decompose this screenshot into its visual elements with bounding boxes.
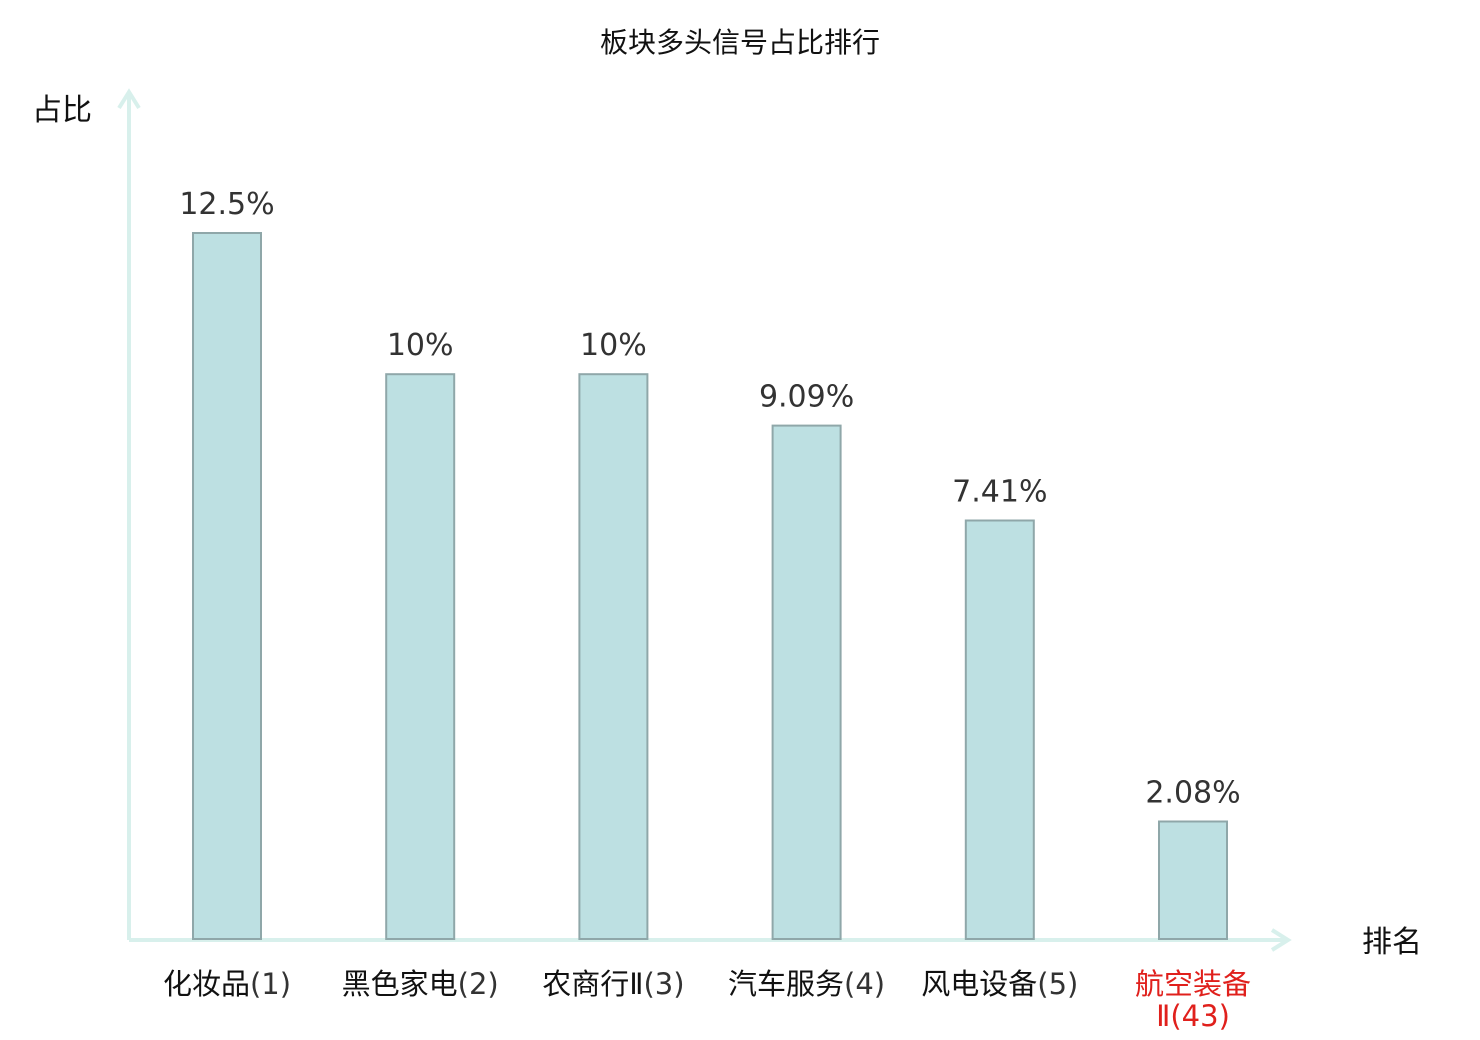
category-label: 黑色家电(2) — [342, 967, 499, 1001]
category-label: 化妆品(1) — [163, 967, 291, 1001]
bar-value-label: 7.41% — [952, 475, 1047, 510]
y-axis-arrow-icon — [117, 88, 141, 110]
category-name: 黑色家电 — [342, 967, 458, 1001]
bar — [1158, 820, 1228, 940]
category-rank: (2) — [458, 967, 499, 1001]
category-label: 汽车服务(4) — [728, 967, 885, 1001]
bar — [578, 373, 649, 940]
chart-title: 板块多头信号占比排行 — [600, 26, 880, 59]
category-rank: (3) — [643, 967, 684, 1001]
x-axis-arrow-icon — [1270, 928, 1292, 952]
bar-value-label: 10% — [387, 328, 454, 363]
value-labels-group: 12.5% 10% 10% 9.09% 7.41% 2.08% — [179, 187, 1240, 811]
bar-value-label: 9.09% — [759, 380, 854, 415]
category-label: 航空装备 — [1135, 967, 1251, 1001]
category-labels-group: 化妆品(1) 黑色家电(2) 农商行Ⅱ(3) 汽车服务(4) 风电设备(5) 航空装备Ⅱ(… — [163, 967, 1251, 1033]
category-name: 化妆品 — [163, 967, 250, 1001]
category-rank: (4) — [844, 967, 885, 1001]
x-axis-label: 排名 — [1362, 925, 1422, 960]
category-name: 风电设备 — [921, 967, 1037, 1001]
category-name: 汽车服务 — [728, 967, 844, 1001]
category-rank: (5) — [1037, 967, 1078, 1001]
bar — [964, 519, 1035, 940]
category-name: 农商行Ⅱ — [542, 967, 643, 1001]
bar-value-label: 10% — [580, 328, 647, 363]
y-axis-label: 占比 — [32, 93, 92, 128]
category-label: 风电设备(5) — [921, 967, 1078, 1001]
bar — [385, 373, 456, 940]
bar — [771, 424, 842, 941]
bars-group — [192, 232, 1228, 941]
bar — [192, 232, 262, 940]
bar-value-label: 12.5% — [179, 187, 274, 222]
category-rank: (1) — [250, 967, 291, 1001]
category-rank-label: Ⅱ(43) — [1156, 999, 1230, 1033]
bar-value-label: 2.08% — [1145, 776, 1240, 811]
category-label: 农商行Ⅱ(3) — [542, 967, 684, 1001]
